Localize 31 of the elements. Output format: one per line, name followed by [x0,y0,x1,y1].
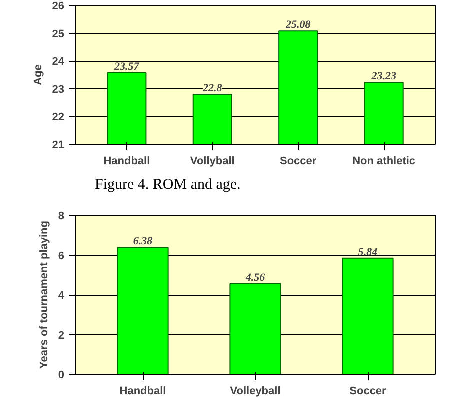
x-tick-label: Handball [104,156,150,168]
y-tick-label: 24 [52,56,66,68]
y-tick-label: 8 [58,210,65,222]
x-tick-label: Soccer [280,156,318,168]
x-tick-label: Soccer [350,386,388,398]
data-label: 5.84 [358,246,378,258]
data-label: 25.08 [284,19,312,32]
caption: Figure 4. ROM and age. [94,176,241,195]
x-tick-label: Handball [120,386,166,398]
data-label: 23.23 [370,70,397,83]
data-label: 4.56 [244,272,266,284]
x-tick-label: Vollyball [190,156,235,168]
y-tick-label: 25 [52,28,65,40]
y-axis-title: Years of tournament playing [38,221,50,369]
data-label: 6.38 [133,236,154,248]
y-tick-label: 26 [52,0,65,12]
data-label: 22.8 [202,82,223,94]
y-tick-label: 0 [58,370,65,382]
x-tick-label: Volleyball [230,386,281,398]
bar [342,258,394,374]
bar [117,247,169,374]
y-tick-label: 23 [52,84,65,96]
y-axis-title: Age [32,64,44,86]
data-label: 23.57 [114,61,140,74]
y-tick-label: 6 [58,250,65,262]
x-tick-label: Non athletic [352,156,416,168]
y-tick-label: 22 [52,112,65,124]
bar [230,283,282,374]
y-tick-label: 2 [58,330,65,342]
y-tick-label: 4 [58,290,66,302]
y-tick-label: 21 [52,140,65,152]
